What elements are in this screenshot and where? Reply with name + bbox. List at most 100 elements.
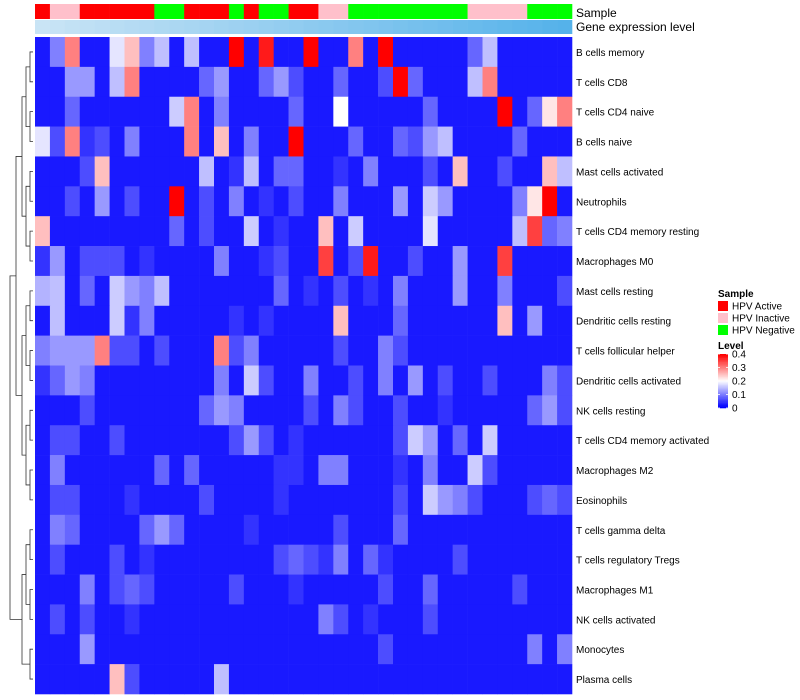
heatmap-cell [318,574,334,605]
heatmap-cell [542,634,558,665]
heatmap-cell [318,305,334,336]
heatmap-cell [378,305,394,336]
dendrogram-branch [25,185,30,247]
heatmap-cell [393,604,409,635]
heatmap-cell [109,574,125,605]
heatmap-cell [437,156,453,187]
heatmap-cell [273,544,289,575]
heatmap-cell [437,246,453,277]
heatmap-cell [318,156,334,187]
heatmap-cell [139,395,155,426]
heatmap-cell [512,664,528,695]
heatmap-cell [497,604,513,635]
heatmap-cell [393,455,409,486]
sample-legend-label: HPV Negative [732,326,795,337]
level-legend-segment [718,403,728,406]
heatmap-cell [94,335,110,366]
heatmap-cell [452,664,468,695]
heatmap-cell [467,126,483,157]
heatmap-cell [79,544,95,575]
heatmap-cell [363,664,379,695]
heatmap-cell [467,365,483,396]
heatmap-cell [482,634,498,665]
heatmap-cell [527,544,543,575]
sample-annotation-cell [79,4,95,19]
heatmap-cell [64,664,81,695]
heatmap-cell [318,484,334,516]
level-legend-segment [718,405,728,407]
heatmap-cell [542,37,558,68]
heatmap-cell [214,275,230,307]
heatmap-cell [437,544,453,575]
heatmap-cell [258,96,274,127]
heatmap-cell [124,634,140,665]
heatmap-cell [94,634,110,665]
heatmap-cell [228,156,245,187]
heatmap-cell [79,126,95,157]
level-legend-segment [718,356,728,359]
sample-annotation-cell [512,4,528,19]
heatmap-cell [243,574,260,605]
heatmap-cell [482,514,498,545]
heatmap-cell [139,664,155,695]
heatmap-cell [422,216,439,247]
sample-annotation-cell [348,4,364,19]
heatmap-cell [79,574,95,605]
heatmap-cell [542,246,558,277]
heatmap-cell [154,484,170,516]
heatmap-cell [437,126,453,157]
heatmap-cell [214,484,230,516]
heatmap-cell [393,66,409,98]
expression-annotation-cell [437,20,453,34]
heatmap-cell [437,37,453,68]
heatmap-cell [243,37,260,68]
heatmap-cell [393,156,409,187]
heatmap-cell [94,246,110,277]
heatmap-cell [184,664,200,695]
heatmap-cell [393,275,409,307]
heatmap-cell [303,484,319,516]
heatmap-cell [139,156,155,187]
heatmap-cell [348,544,364,575]
heatmap-cell [79,96,95,127]
dendrogram-branch [29,648,33,680]
heatmap-cell [214,305,230,336]
heatmap-cell [348,365,364,396]
heatmap-cell [557,126,573,157]
row-label: Eosinophils [576,496,627,507]
expression-annotation-cell [94,20,110,34]
heatmap-cell [482,96,498,127]
heatmap-cell [258,425,274,456]
heatmap-cell [333,186,349,217]
heatmap-cell [288,604,304,635]
heatmap-cell [482,246,498,277]
heatmap-cell [557,514,573,545]
heatmap-cell [288,664,304,695]
heatmap-cell [49,216,66,247]
heatmap-cell [214,574,230,605]
heatmap-cell [527,484,543,516]
heatmap-cell [318,186,334,217]
heatmap-cell [557,574,573,605]
heatmap-cell [258,186,274,217]
heatmap-cell [64,66,81,98]
heatmap-cell [94,604,110,635]
row-label: Macrophages M2 [576,466,654,477]
heatmap-cell [199,604,215,635]
heatmap-cell [243,66,260,98]
heatmap-cell [393,186,409,217]
heatmap-cell [497,246,513,277]
heatmap-cell [363,604,379,635]
heatmap-cell [437,305,453,336]
sample-annotation-cell [109,4,125,19]
heatmap-cell [169,246,185,277]
heatmap-cell [542,425,558,456]
heatmap-cell [94,425,110,456]
heatmap-cell [363,544,379,575]
heatmap-cell [35,126,51,157]
heatmap-cell [527,156,543,187]
heatmap-cell [512,216,528,247]
heatmap-cell [482,335,498,366]
heatmap-cell [258,544,274,575]
